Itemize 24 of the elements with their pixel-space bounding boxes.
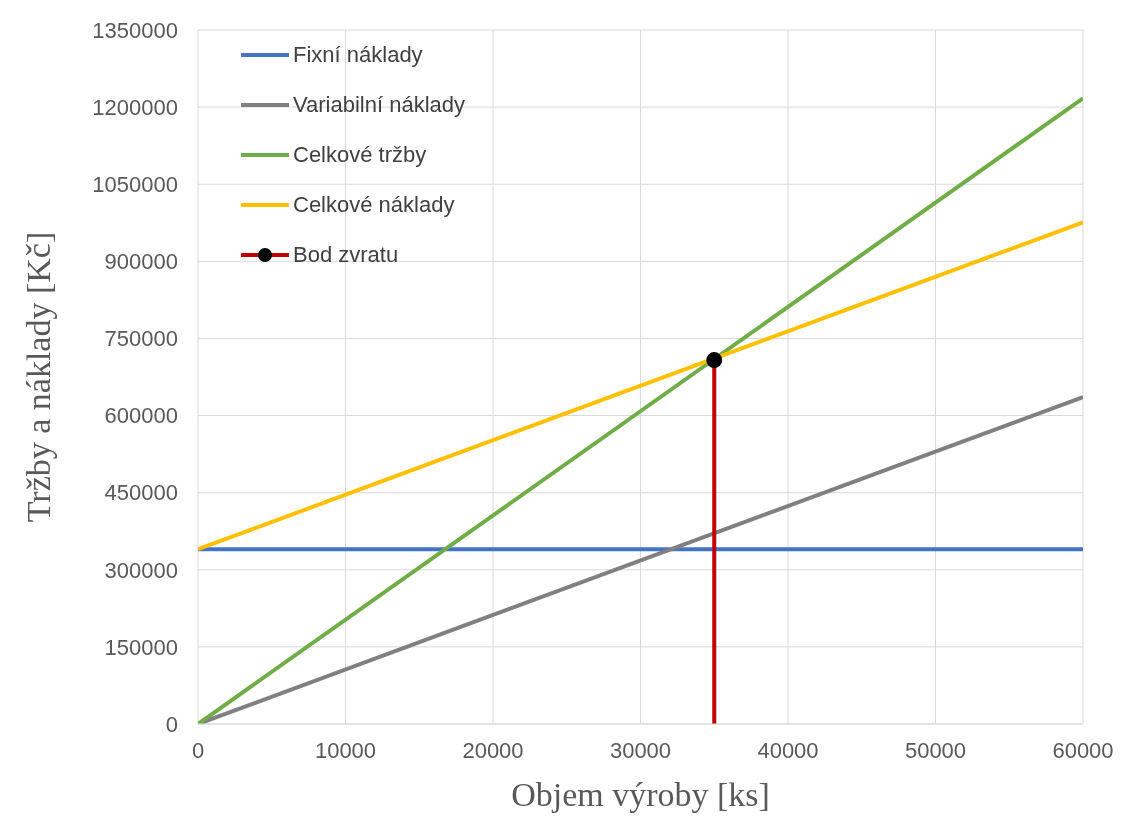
y-tick-label: 1350000	[92, 17, 178, 43]
y-tick-label: 900000	[104, 249, 178, 275]
x-tick-label: 40000	[757, 737, 819, 763]
y-tick-label: 600000	[104, 403, 178, 429]
y-tick-label: 1050000	[92, 172, 178, 198]
y-axis-title: Tržby a náklady [Kč]	[20, 231, 58, 523]
y-tick-label: 300000	[104, 557, 178, 583]
x-tick-label: 50000	[904, 737, 967, 763]
legend-label: Celkové tržby	[293, 142, 427, 168]
legend-label: Bod zvratu	[293, 242, 399, 268]
x-tick-label: 10000	[314, 737, 377, 763]
legend-label: Variabilní náklady	[293, 92, 466, 118]
legend-label: Celkové náklady	[293, 192, 455, 218]
x-tick-label: 0	[191, 737, 205, 763]
legend-label: Fixní náklady	[293, 42, 423, 68]
x-tick-label: 20000	[462, 737, 524, 763]
y-tick-label: 1200000	[92, 94, 178, 120]
y-tick-label: 450000	[104, 480, 178, 506]
y-tick-label: 150000	[104, 634, 178, 660]
y-tick-label: 0	[165, 711, 178, 737]
y-tick-label: 750000	[104, 326, 178, 352]
x-axis-title: Objem výroby [ks]	[511, 776, 770, 813]
x-tick-label: 60000	[1052, 737, 1114, 763]
x-tick-label: 30000	[609, 737, 672, 763]
